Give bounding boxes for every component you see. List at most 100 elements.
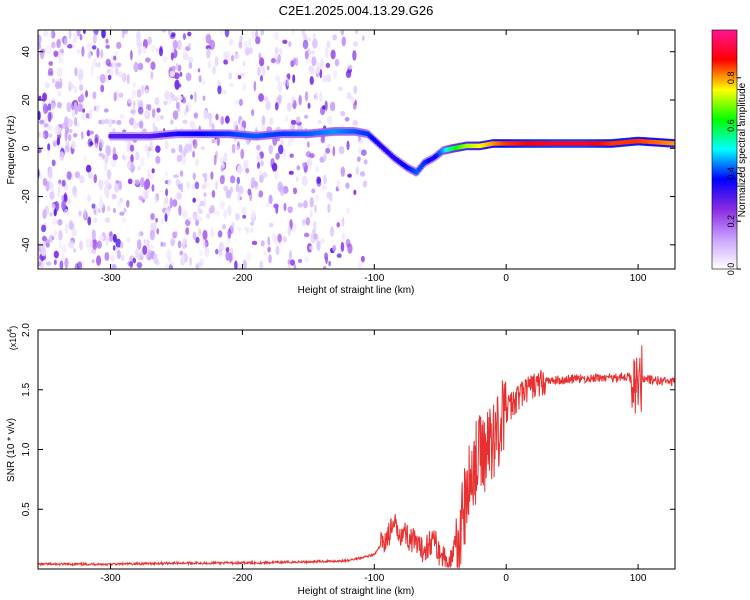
heatmap-cell [230,54,235,62]
heatmap-cell [176,154,183,163]
heatmap-cell [98,200,105,209]
heatmap-cell [194,181,200,190]
heatmap-cell [116,62,122,68]
heatmap-cell [297,258,303,263]
heatmap-cell [225,247,230,253]
heatmap-cell [220,241,225,251]
heatmap-cell [133,100,136,108]
heatmap-cell [116,120,122,126]
heatmap-cell [319,156,325,163]
heatmap-cell [108,118,112,128]
heatmap-cell [195,236,200,244]
heatmap-cell [353,101,357,110]
heatmap-cell [79,175,85,184]
heatmap-cell [235,183,240,193]
heatmap-cell [42,103,48,115]
heatmap-cell [129,144,135,152]
heatmap-cell [67,43,73,49]
heatmap-cell [122,72,127,83]
heatmap-cell [155,155,161,164]
heatmap-cell [158,47,164,57]
heatmap-cell [115,66,119,76]
heatmap-cell [250,227,254,234]
heatmap-cell [336,222,340,228]
heatmap-cell [174,79,180,90]
heatmap-cell [52,218,58,226]
heatmap-cell [51,183,55,194]
heatmap-cell [112,233,117,243]
heatmap-cell [223,209,227,219]
heatmap-cell [57,218,63,226]
heatmap-cell [121,154,125,160]
heatmap-cell [295,116,301,124]
heatmap-cell [100,184,104,190]
heatmap-cell [67,241,72,249]
heatmap-cell [142,46,147,54]
snr-y-label: SNR (10 * v/v) [6,418,17,482]
heatmap-cell [360,149,367,156]
heatmap-cell [107,74,112,81]
snr-y-multiplier: (x104) [7,326,18,350]
heatmap-cell [155,145,161,153]
heatmap-cell [112,245,116,251]
heatmap-cell [132,257,137,264]
heatmap-cell [355,166,360,176]
y-tick-label: 1.5 [21,382,32,396]
heatmap-cell [357,156,361,162]
heatmap-cell [127,97,132,104]
heatmap-cell [85,164,92,173]
heatmap-cell [91,239,98,250]
heatmap-cell [98,152,104,158]
heatmap-cell [192,197,196,203]
heatmap-cell [307,102,311,109]
heatmap-cell [309,196,314,208]
heatmap-cell [329,101,336,112]
heatmap-cell [137,165,141,171]
heatmap-cell [215,248,219,255]
heatmap-cell [96,255,102,266]
heatmap-cell [328,260,332,267]
heatmap-cell [171,48,175,54]
heatmap-cell [136,261,143,269]
heatmap-cell [174,231,178,237]
heatmap-cell [316,176,322,184]
heatmap-cell [105,38,109,44]
heatmap-cell [309,209,313,218]
heatmap-cell [270,57,276,64]
heatmap-cell [311,188,316,194]
heatmap-cell [53,259,57,266]
heatmap-cell [217,85,222,95]
heatmap-cell [234,145,240,151]
heatmap-cell [224,115,230,124]
heatmap-cell [332,69,338,80]
heatmap-cell [268,144,274,155]
heatmap-cell [239,35,243,43]
heatmap-cell [309,68,315,75]
heatmap-cell [167,98,173,105]
heatmap-cell [51,203,56,210]
heatmap-cell [38,261,42,267]
heatmap-cell [253,80,257,92]
x-tick-label: -300 [101,573,121,584]
heatmap-cell [263,96,269,102]
heatmap-cell [323,265,327,269]
heatmap-cell [201,183,207,190]
heatmap-cell [198,228,202,236]
heatmap-cell [319,68,323,79]
heatmap-cell [221,90,227,95]
heatmap-cell [302,39,309,50]
heatmap-cell [212,65,216,75]
heatmap-cell [271,162,278,172]
x-tick-label: -200 [232,273,252,284]
heatmap-cell [278,144,284,155]
heatmap-cell [79,93,85,103]
heatmap-cell [71,38,76,48]
heatmap-cell [79,84,84,92]
heatmap-cell [303,200,308,209]
heatmap-cell [121,30,125,39]
heatmap-cell [215,113,219,121]
snr-x-axis: -300 -200 -100 0 100 [101,330,647,584]
heatmap-cell [181,253,185,264]
heatmap-cell [284,115,289,122]
heatmap-cell [110,254,116,263]
